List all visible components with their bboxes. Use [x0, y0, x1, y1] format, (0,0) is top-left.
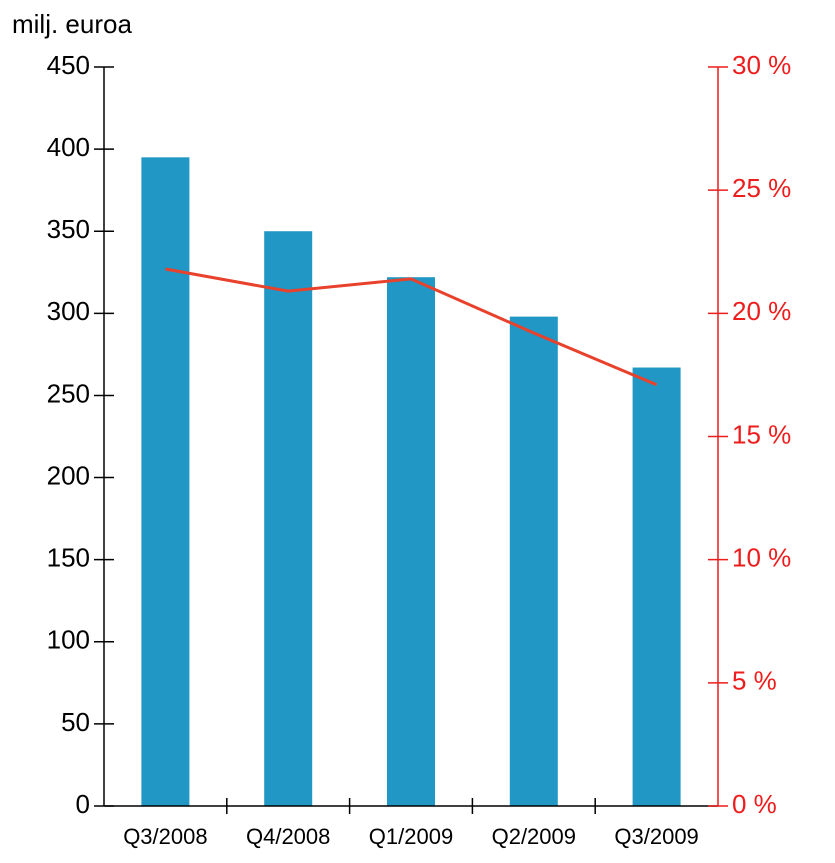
y-tick-label: 50 [61, 707, 90, 737]
y2-tick-label: 20 % [732, 296, 791, 326]
y2-tick-label: 15 % [732, 419, 791, 449]
y2-tick-label: 30 % [732, 50, 791, 80]
bar [632, 367, 681, 806]
y2-tick-label: 0 % [732, 789, 777, 819]
y-tick-label: 300 [47, 296, 90, 326]
x-tick-label: Q1/2009 [369, 824, 453, 849]
bar [387, 277, 435, 806]
y-tick-label: 400 [47, 132, 90, 162]
y-tick-label: 350 [47, 214, 90, 244]
bar [509, 316, 558, 806]
y2-tick-label: 5 % [732, 666, 777, 696]
bar [264, 231, 313, 806]
line [165, 267, 658, 387]
x-tick-label: Q3/2009 [614, 824, 698, 849]
y2-tick-label: 25 % [732, 173, 791, 203]
x-tick-label: Q3/2008 [123, 824, 207, 849]
x-tick-label: Q2/2009 [492, 824, 576, 849]
y-tick-label: 150 [47, 543, 90, 573]
y-tick-label: 250 [47, 378, 90, 408]
x-tick-label: Q4/2008 [246, 824, 330, 849]
y-tick-label: 0 [76, 789, 90, 819]
y-tick-label: 100 [47, 625, 90, 655]
y-axis-label: milj. euroa [12, 9, 132, 39]
y-tick-label: 450 [47, 50, 90, 80]
y-tick-label: 200 [47, 460, 90, 490]
bar [141, 157, 190, 807]
y2-tick-label: 10 % [732, 543, 791, 573]
